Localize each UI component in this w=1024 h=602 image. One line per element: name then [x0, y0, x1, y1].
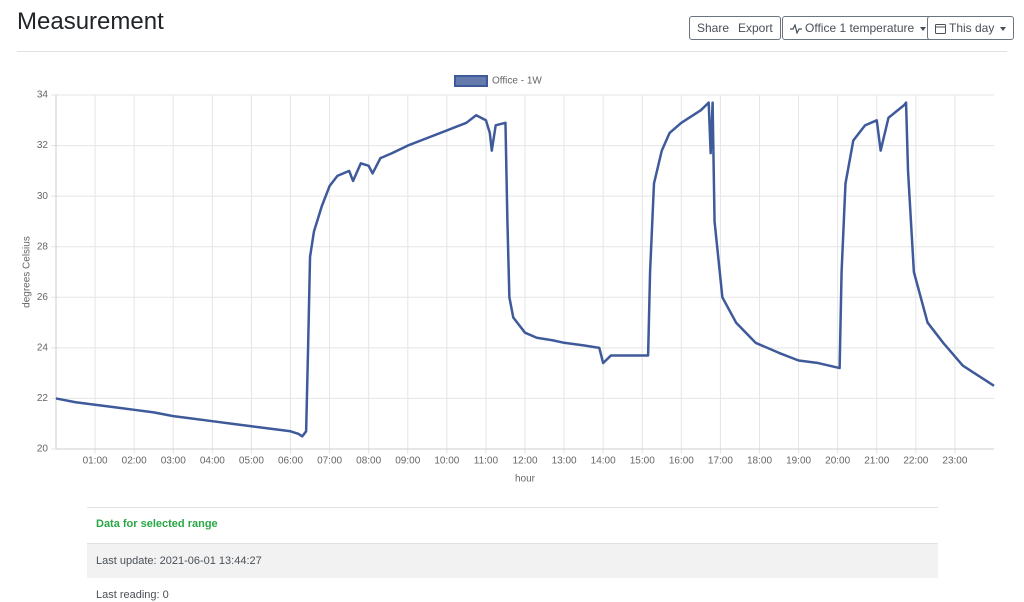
x-tick-label: 02:00: [122, 456, 147, 467]
y-tick-label: 22: [37, 393, 49, 404]
y-tick-label: 30: [37, 191, 49, 202]
x-tick-label: 07:00: [317, 456, 342, 467]
chart: 20 22 24 26 28 30 32 34 01:00 02:00 03:00 04:00 05:0…: [22, 75, 995, 485]
legend-swatch: [454, 75, 488, 87]
y-tick-label: 24: [37, 342, 49, 353]
export-button[interactable]: Export: [731, 16, 781, 40]
x-tick-label: 09:00: [395, 456, 420, 467]
sensor-dropdown[interactable]: Office 1 temperature: [782, 16, 935, 40]
range-label: This day: [949, 21, 995, 35]
page-title: Measurement: [17, 8, 164, 35]
y-axis-label: degrees Celsius: [22, 236, 33, 308]
y-tick-label: 32: [37, 140, 49, 151]
x-tick-label: 16:00: [669, 456, 694, 467]
x-tick-label: 10:00: [434, 456, 459, 467]
info-divider: [87, 507, 938, 508]
sensor-label: Office 1 temperature: [805, 21, 915, 35]
x-tick-label: 20:00: [825, 456, 850, 467]
x-tick-label: 14:00: [591, 456, 616, 467]
pulse-icon: [790, 23, 802, 35]
last-update: Last update: 2021-06-01 13:44:27: [87, 543, 938, 578]
y-tick-label: 20: [37, 444, 49, 455]
last-reading: Last reading: 0: [96, 589, 169, 601]
x-tick-label: 04:00: [200, 456, 225, 467]
x-tick-label: 01:00: [83, 456, 108, 467]
header-divider: [17, 51, 1007, 52]
x-tick-label: 18:00: [747, 456, 772, 467]
x-tick-label: 21:00: [864, 456, 889, 467]
x-tick-label: 11:00: [474, 456, 499, 467]
x-tick-label: 23:00: [942, 456, 967, 467]
x-tick-label: 12:00: [512, 456, 537, 467]
share-button[interactable]: Share: [689, 16, 738, 40]
range-dropdown[interactable]: This day: [927, 16, 1015, 40]
y-tick-label: 34: [37, 90, 49, 101]
x-tick-label: 03:00: [161, 456, 186, 467]
info-heading: Data for selected range: [96, 518, 218, 530]
legend-label: Office - 1W: [492, 76, 542, 87]
x-tick-label: 13:00: [552, 456, 577, 467]
x-tick-label: 17:00: [708, 456, 733, 467]
x-tick-label: 05:00: [239, 456, 264, 467]
x-tick-label: 15:00: [630, 456, 655, 467]
y-tick-label: 28: [37, 241, 49, 252]
x-tick-label: 08:00: [356, 456, 381, 467]
x-tick-label: 06:00: [278, 456, 303, 467]
x-tick-label: 19:00: [786, 456, 811, 467]
calendar-icon: [935, 24, 946, 35]
y-tick-label: 26: [37, 292, 49, 303]
x-axis-label: hour: [515, 474, 536, 485]
x-tick-label: 22:00: [903, 456, 928, 467]
data-line: [55, 101, 995, 438]
